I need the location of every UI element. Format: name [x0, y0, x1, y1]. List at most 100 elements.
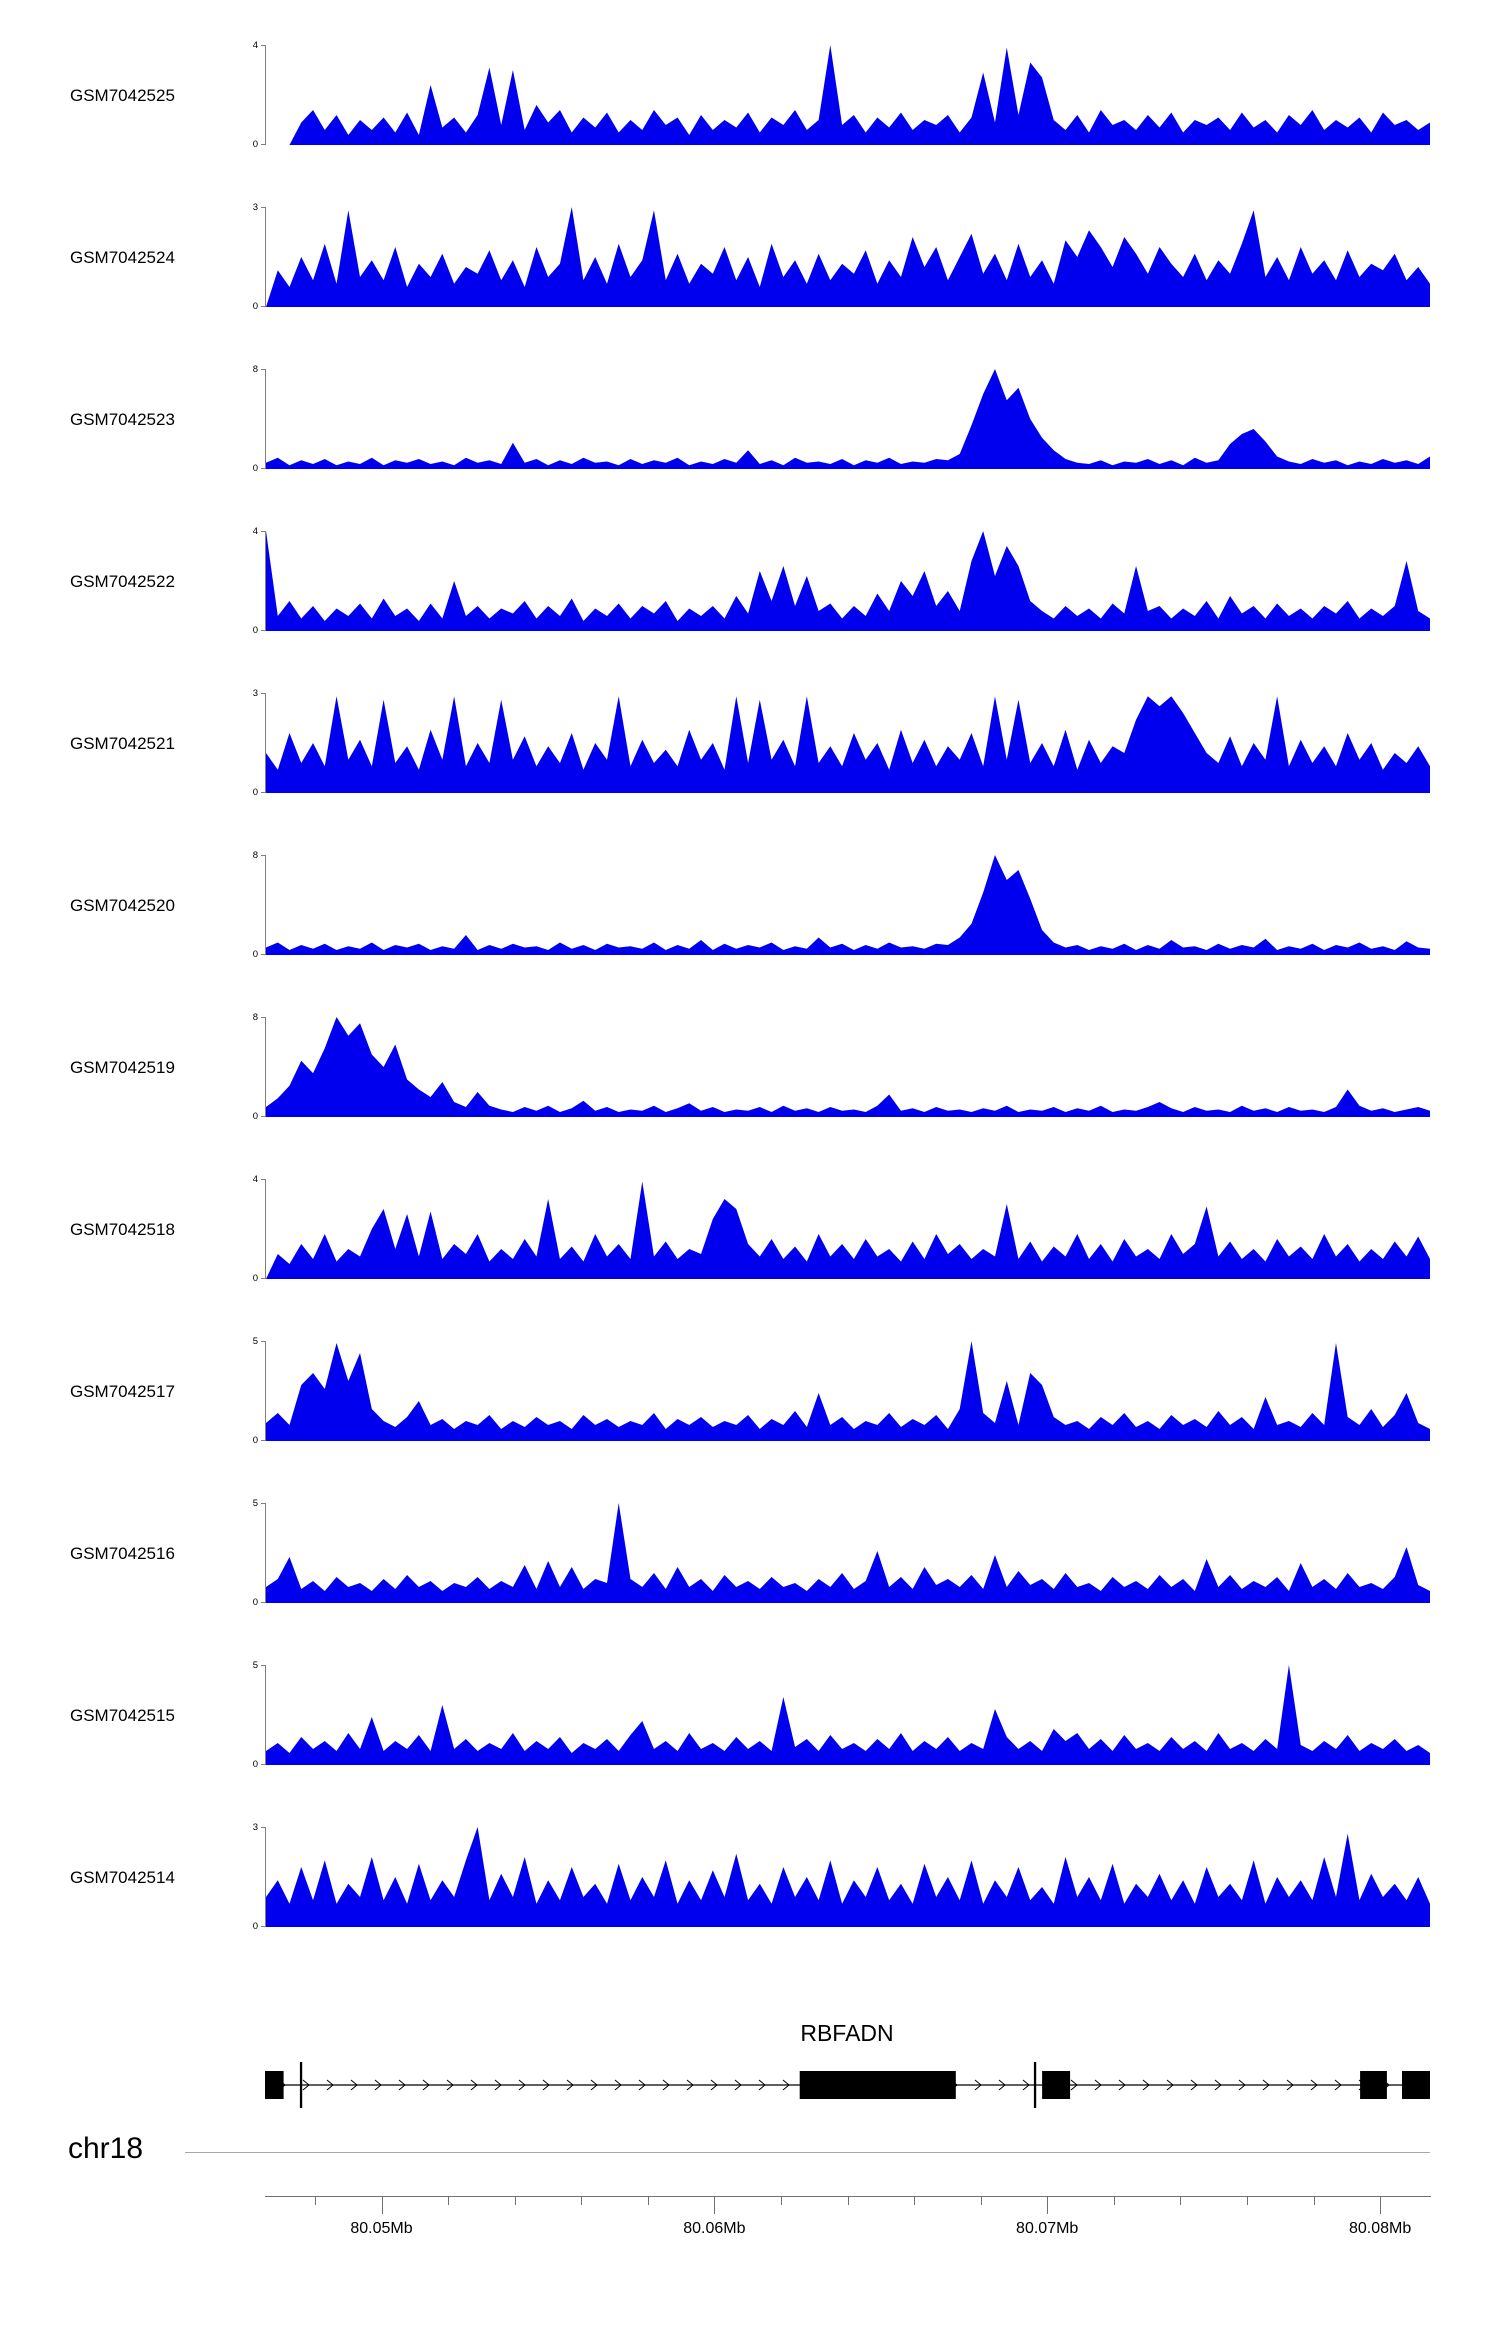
track-row: GSM7042518 4 0 [0, 1174, 1500, 1338]
y-axis-tick [261, 855, 266, 856]
coverage-area-svg [266, 1181, 1430, 1279]
y-axis-zero-label: 0 [252, 463, 258, 474]
y-axis-zero-label: 0 [252, 1435, 258, 1446]
axis-major-tick [381, 2196, 383, 2214]
coverage-area-svg [266, 369, 1430, 469]
strand-arrow [758, 2079, 766, 2091]
track-label: GSM7042525 [70, 86, 175, 105]
track-row: GSM7042521 3 0 [0, 688, 1500, 852]
axis-tick-label: 80.07Mb [1016, 2220, 1079, 2237]
track-row: GSM7042524 3 0 [0, 202, 1500, 366]
track-plot: 5 0 [253, 1498, 1430, 1608]
strand-arrow [1334, 2079, 1342, 2091]
y-axis-tick [261, 1179, 266, 1180]
gene-model-svg [265, 2062, 1430, 2108]
y-axis-max-label: 3 [252, 202, 258, 213]
track-row: GSM7042514 3 0 [0, 1822, 1500, 1986]
y-axis-zero-label: 0 [252, 949, 258, 960]
genome-axis: 80.05Mb 80.06Mb 80.07Mb 80.08Mb [265, 2196, 1431, 2256]
strand-arrow [710, 2079, 718, 2091]
strand-arrow [662, 2079, 670, 2091]
coverage-area-svg [266, 1017, 1430, 1117]
strand-arrow [446, 2079, 454, 2091]
strand-arrow [1238, 2079, 1246, 2091]
y-axis-tick [261, 45, 266, 46]
coverage-area-svg [266, 696, 1430, 793]
track-row: GSM7042520 8 0 [0, 850, 1500, 1014]
gene-name-label: RBFADN [800, 2020, 894, 2046]
strand-arrow [1310, 2079, 1318, 2091]
coverage-tracks-panel: GSM7042525 4 0 GSM7042524 3 0 GSM7042523… [0, 40, 1500, 1986]
track-plot: 3 0 [253, 1822, 1430, 1932]
track-plot: 4 0 [253, 526, 1430, 636]
strand-arrow [302, 2079, 310, 2091]
axis-minor-tick [514, 2196, 516, 2205]
axis-tick-label: 80.06Mb [683, 2220, 746, 2237]
y-axis-zero-label: 0 [252, 1111, 258, 1122]
track-row: GSM7042523 8 0 [0, 364, 1500, 528]
coverage-area-svg [266, 1341, 1430, 1441]
strand-arrow [1214, 2079, 1222, 2091]
strand-arrow [1166, 2079, 1174, 2091]
coverage-area-svg [266, 207, 1430, 307]
strand-arrow [470, 2079, 478, 2091]
y-axis-max-label: 4 [252, 40, 258, 51]
axis-major-tick [1380, 2196, 1382, 2214]
y-axis-tick [261, 792, 266, 793]
y-axis-zero-label: 0 [252, 1759, 258, 1770]
strand-arrow [638, 2079, 646, 2091]
y-axis-tick [261, 1017, 266, 1018]
y-axis-tick [261, 1278, 266, 1279]
y-axis-max-label: 3 [252, 688, 258, 699]
strand-arrow [1070, 2079, 1078, 2091]
strand-arrow [1262, 2079, 1270, 2091]
y-axis-tick [261, 531, 266, 532]
exon-box [265, 2071, 284, 2099]
track-label: GSM7042522 [70, 572, 175, 591]
coverage-area-svg [266, 1827, 1430, 1927]
y-axis-zero-label: 0 [252, 625, 258, 636]
y-axis-tick [261, 1764, 266, 1765]
y-axis-zero-label: 0 [252, 1921, 258, 1932]
axis-major-tick [714, 2196, 716, 2214]
y-axis-max-label: 4 [252, 526, 258, 537]
y-axis-tick [261, 1602, 266, 1603]
y-axis-max-label: 8 [252, 850, 258, 861]
track-label: GSM7042518 [70, 1220, 175, 1239]
track-label: GSM7042520 [70, 896, 175, 915]
track-label: GSM7042521 [70, 734, 175, 753]
y-axis-tick [261, 1827, 266, 1828]
y-axis-max-label: 4 [252, 1174, 258, 1185]
track-plot: 3 0 [253, 688, 1430, 798]
strand-arrow [782, 2079, 790, 2091]
y-axis-max-label: 3 [252, 1822, 258, 1833]
strand-arrow [590, 2079, 598, 2091]
y-axis-tick [261, 144, 266, 145]
axis-top-rule [185, 2152, 1430, 2153]
y-axis-max-label: 5 [252, 1660, 258, 1671]
track-label: GSM7042517 [70, 1382, 175, 1401]
track-plot: 8 0 [253, 1012, 1430, 1122]
track-row: GSM7042515 5 0 [0, 1660, 1500, 1824]
track-row: GSM7042517 5 0 [0, 1336, 1500, 1500]
axis-minor-tick [581, 2196, 583, 2205]
axis-minor-tick [780, 2196, 782, 2205]
strand-arrow [974, 2079, 982, 2091]
strand-arrow [1094, 2079, 1102, 2091]
chromosome-label: chr18 [68, 2132, 144, 2165]
axis-minor-tick [914, 2196, 916, 2205]
strand-arrow [422, 2079, 430, 2091]
axis-tick-label: 80.05Mb [350, 2220, 413, 2237]
axis-minor-tick [980, 2196, 982, 2205]
axis-minor-tick [1180, 2196, 1182, 2205]
y-axis-tick [261, 1440, 266, 1441]
y-axis-zero-label: 0 [252, 301, 258, 312]
strand-arrow [1190, 2079, 1198, 2091]
track-row: GSM7042525 4 0 [0, 40, 1500, 204]
y-axis-tick [261, 306, 266, 307]
y-axis-tick [261, 1341, 266, 1342]
axis-tick-label: 80.08Mb [1348, 2220, 1412, 2237]
strand-arrow [350, 2079, 358, 2091]
exon-box [1033, 2062, 1037, 2108]
strand-arrow [542, 2079, 550, 2091]
